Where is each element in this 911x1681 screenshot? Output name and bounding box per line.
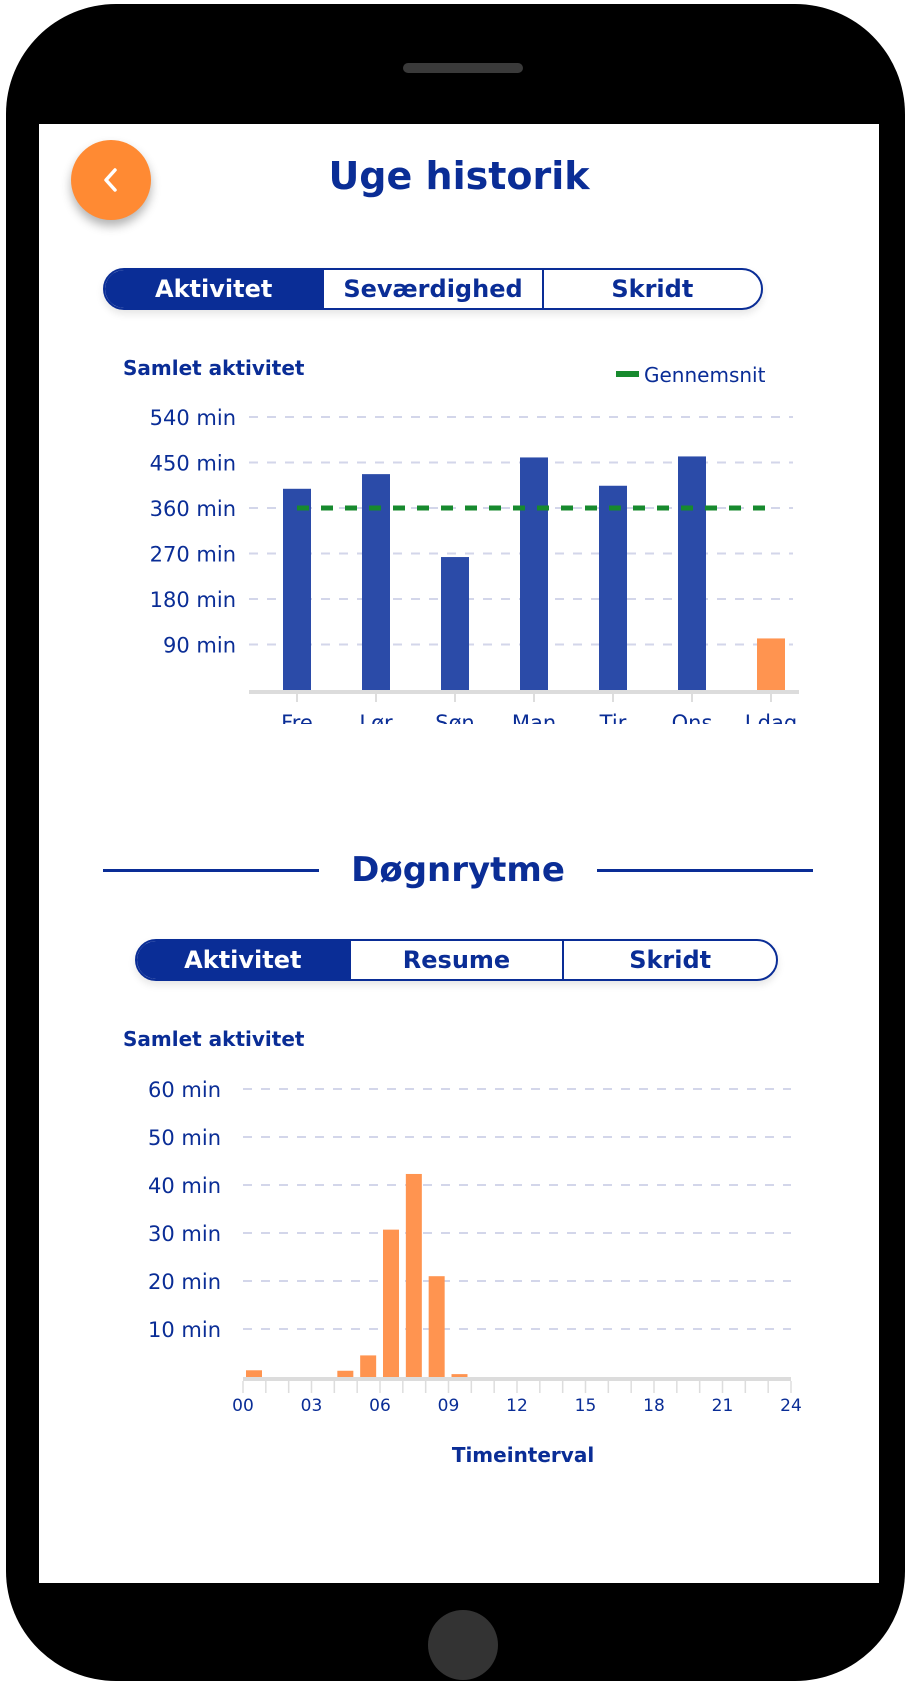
x-tick-label: Tir: [599, 711, 627, 724]
y-tick-label: 360 min: [150, 497, 236, 521]
screen: Uge historik Aktivitet Seværdighed Skridt …: [39, 124, 879, 1583]
x-tick-label: Søn: [435, 711, 475, 724]
week-chart-label: Samlet aktivitet: [123, 356, 305, 380]
day-tab-aktivitet[interactable]: Aktivitet: [137, 941, 349, 979]
x-axis-title: Timeinterval: [452, 1443, 594, 1464]
legend-swatch: [616, 371, 639, 377]
week-tab-seværdighed[interactable]: Seværdighed: [322, 270, 541, 308]
x-tick-label: 03: [301, 1396, 323, 1416]
x-tick-label: Man: [512, 711, 556, 724]
x-tick-label: 09: [438, 1396, 460, 1416]
day-chart-label: Samlet aktivitet: [123, 1027, 305, 1051]
week-chart: 90 min 180 min 270 min 360 min 450 min 540 mi…: [150, 363, 799, 724]
chevron-left-icon: [104, 168, 117, 192]
x-tick-label: 24: [780, 1396, 802, 1416]
day-tab-resume[interactable]: Resume: [348, 941, 563, 979]
x-tick-label: 18: [643, 1396, 665, 1416]
bar: [383, 1229, 399, 1377]
bar: [599, 485, 627, 690]
week-tab-aktivitet[interactable]: Aktivitet: [105, 270, 323, 308]
week-tab-skridt[interactable]: Skridt: [541, 270, 761, 308]
bar: [678, 456, 706, 690]
divider: [596, 868, 814, 872]
bar: [757, 638, 785, 690]
speaker: [403, 63, 523, 73]
x-tick-label: 21: [712, 1396, 734, 1416]
x-tick-label: Fre: [281, 711, 313, 724]
y-tick-label: 20 min: [148, 1270, 221, 1294]
bar: [451, 1374, 468, 1377]
legend-label: Gennemsnit: [644, 363, 766, 387]
y-tick-label: 180 min: [150, 588, 236, 612]
bar: [405, 1173, 422, 1377]
divider: [103, 868, 320, 872]
x-tick-label: I dag: [745, 711, 797, 724]
y-tick-label: 270 min: [150, 543, 236, 567]
y-tick-label: 60 min: [148, 1078, 221, 1102]
day-tabs: Aktivitet Resume Skridt: [135, 939, 778, 981]
x-tick-label: 15: [575, 1396, 597, 1416]
y-tick-label: 40 min: [148, 1174, 221, 1198]
y-tick-label: 90 min: [163, 634, 236, 658]
section-header: Døgnrytme: [103, 850, 814, 890]
section-title: Døgnrytme: [351, 850, 565, 890]
bar: [246, 1370, 262, 1377]
x-tick-label: 00: [232, 1396, 254, 1416]
day-chart: 10 min 20 min 30 min 40 min 50 min 60 min 00 03…: [148, 1078, 802, 1464]
y-tick-label: 30 min: [148, 1222, 221, 1246]
bar: [360, 1355, 377, 1377]
x-tick-label: 06: [369, 1396, 391, 1416]
back-button[interactable]: [71, 140, 151, 220]
bar: [520, 457, 548, 690]
x-tick-label: Lør: [359, 711, 393, 724]
bar: [441, 557, 469, 690]
day-tab-skridt[interactable]: Skridt: [562, 941, 776, 979]
bar: [337, 1370, 354, 1377]
x-tick-label: Ons: [672, 711, 713, 724]
y-tick-label: 540 min: [150, 406, 236, 430]
x-tick-label: 12: [506, 1396, 528, 1416]
y-tick-label: 450 min: [150, 452, 236, 476]
bar: [428, 1276, 445, 1377]
bar: [283, 488, 311, 690]
y-tick-label: 50 min: [148, 1126, 221, 1150]
page-title: Uge historik: [328, 154, 590, 198]
home-button[interactable]: [428, 1610, 498, 1680]
y-tick-label: 10 min: [148, 1318, 221, 1342]
week-tabs: Aktivitet Seværdighed Skridt: [103, 268, 763, 310]
